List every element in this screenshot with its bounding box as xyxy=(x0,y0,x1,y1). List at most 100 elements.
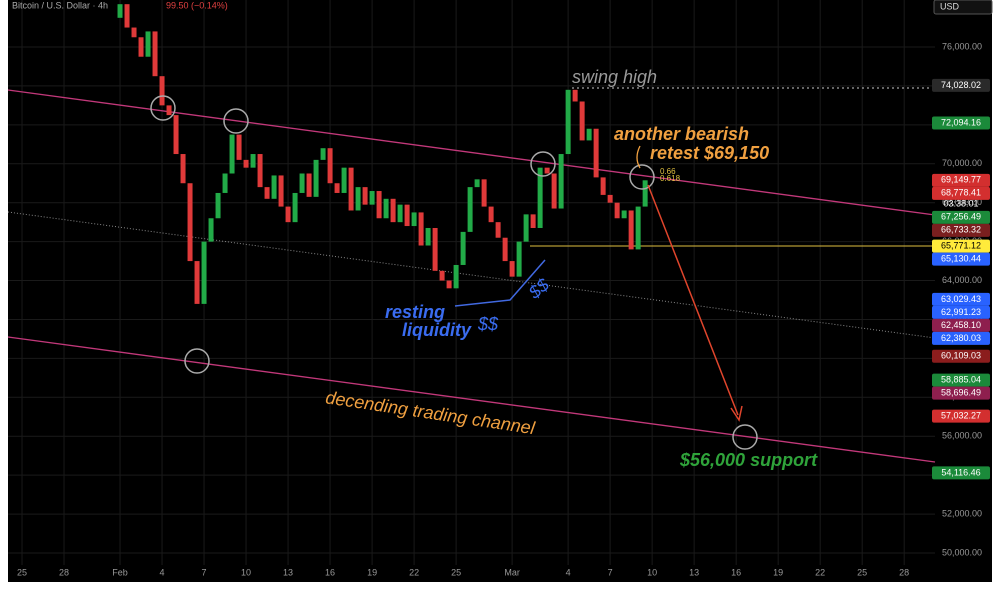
x-tick-label: 28 xyxy=(899,567,909,577)
candle xyxy=(488,206,494,223)
x-tick-label: 25 xyxy=(857,567,867,577)
currency: USD xyxy=(940,1,960,11)
channel-bottom xyxy=(7,336,936,463)
y-tick-label: 64,000.00 xyxy=(942,275,982,285)
candle xyxy=(173,115,179,155)
candle xyxy=(166,105,172,116)
price-label: 58,696.49 xyxy=(941,387,981,397)
candle xyxy=(201,241,207,304)
candle xyxy=(572,89,578,102)
candle xyxy=(628,210,634,250)
candle xyxy=(215,192,221,219)
candle xyxy=(607,194,613,203)
y-tick-label: 50,000.00 xyxy=(942,547,982,557)
currency-box xyxy=(933,0,993,15)
axis: 50,000.0052,000.0054,000.0056,000.0058,0… xyxy=(17,41,990,577)
x-tick-label: 19 xyxy=(367,567,377,577)
price-label: 58,885.04 xyxy=(941,374,981,384)
circle xyxy=(223,108,249,134)
candle xyxy=(614,202,620,219)
price-label-box xyxy=(932,331,990,345)
candle xyxy=(397,204,403,223)
candle xyxy=(600,177,606,195)
change: 99.50 (−0.14%) xyxy=(166,0,228,10)
candles xyxy=(117,4,648,304)
price-label: 63,029.43 xyxy=(941,294,981,304)
price-label-box xyxy=(932,116,990,130)
price-label: 65,130.44 xyxy=(941,253,981,263)
x-tick-label: Feb xyxy=(112,567,128,577)
price-label-box xyxy=(932,466,990,480)
x-tick-label: 22 xyxy=(815,567,825,577)
candle xyxy=(313,159,319,197)
annotation: liquidity xyxy=(402,320,472,340)
price-label: 68,778.41 xyxy=(941,188,981,198)
candle xyxy=(355,187,361,211)
candle xyxy=(208,218,214,242)
chart-background xyxy=(8,0,992,582)
fib-label: 0.618 xyxy=(660,174,681,183)
price-label-box xyxy=(932,373,990,387)
y-tick-label: 70,000.00 xyxy=(942,158,982,168)
candle xyxy=(243,159,249,168)
x-tick-label: 22 xyxy=(409,567,419,577)
candle xyxy=(131,27,137,38)
x-tick-label: 4 xyxy=(566,567,571,577)
candle xyxy=(383,198,389,219)
candle xyxy=(320,148,326,160)
candle xyxy=(334,183,340,193)
candle xyxy=(152,31,158,77)
candle xyxy=(117,4,123,18)
candle xyxy=(502,237,508,262)
candle xyxy=(222,173,228,193)
candle xyxy=(523,214,529,242)
price-label: 62,380.03 xyxy=(941,333,981,343)
candle xyxy=(495,222,501,238)
candle xyxy=(271,175,277,199)
price-label-box xyxy=(932,239,990,253)
symbol: Bitcoin / U.S. Dollar · 4h xyxy=(12,0,108,10)
candle xyxy=(474,179,480,188)
candle xyxy=(124,4,130,28)
price-label-box xyxy=(932,318,990,332)
candle xyxy=(558,154,564,209)
candle xyxy=(236,134,242,160)
candle xyxy=(446,280,452,289)
x-tick-label: 19 xyxy=(773,567,783,577)
price-label: 66,733.32 xyxy=(941,225,981,235)
price-label: 65,771.12 xyxy=(941,240,981,250)
x-tick-label: 10 xyxy=(241,567,251,577)
candle xyxy=(537,167,543,228)
arrow xyxy=(647,184,739,416)
candle xyxy=(425,227,431,246)
x-tick-label: 10 xyxy=(647,567,657,577)
candle xyxy=(530,214,536,228)
candle xyxy=(285,206,291,223)
y-tick-label: 68,000.00 xyxy=(942,197,982,207)
candle xyxy=(404,204,410,227)
candle xyxy=(516,241,522,277)
y-tick-label: 52,000.00 xyxy=(942,508,982,518)
candle xyxy=(180,154,186,184)
price-label-box xyxy=(932,386,990,400)
x-tick-label: 16 xyxy=(325,567,335,577)
y-tick-label: 56,000.00 xyxy=(942,431,982,441)
candle xyxy=(411,212,417,227)
candle xyxy=(327,148,333,184)
x-tick-label: 25 xyxy=(451,567,461,577)
candle xyxy=(362,187,368,205)
x-tick-label: 28 xyxy=(59,567,69,577)
price-label: 69,149.77 xyxy=(941,175,981,185)
price-label: 57,032.27 xyxy=(941,411,981,421)
candle xyxy=(565,89,571,155)
price-label-box xyxy=(932,186,990,200)
candle xyxy=(390,198,396,223)
candle xyxy=(635,206,641,250)
x-tick-label: 13 xyxy=(283,567,293,577)
candle xyxy=(509,261,515,277)
candle xyxy=(159,76,165,106)
candle xyxy=(453,264,459,289)
price-label: 60,109.03 xyxy=(941,351,981,361)
candle xyxy=(264,187,270,199)
